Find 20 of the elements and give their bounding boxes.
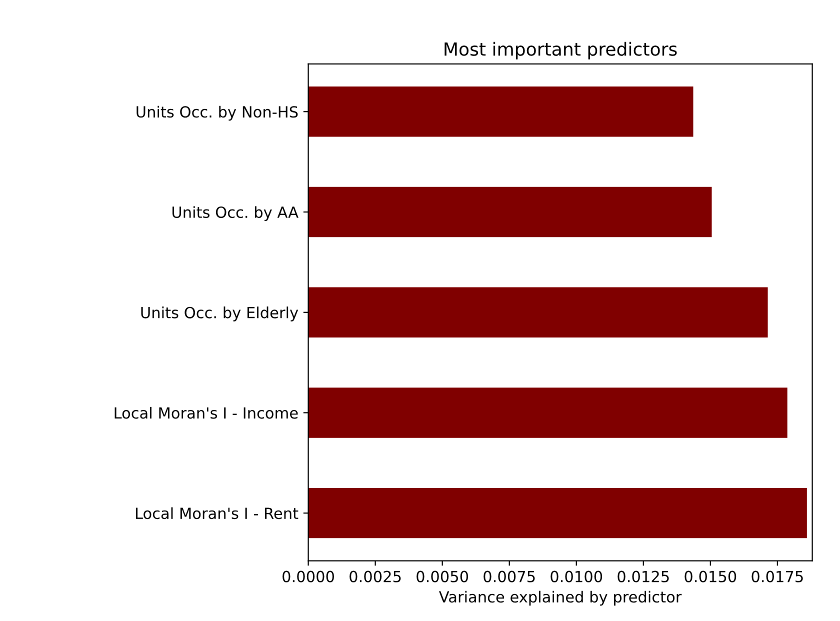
x-tick-label: 0.0150 (684, 570, 736, 582)
x-tick-label: 0.0000 (282, 570, 334, 582)
bar (308, 488, 807, 538)
bar (308, 287, 768, 338)
x-axis-title: Variance explained by predictor (438, 590, 682, 606)
chart-title: Most important predictors (444, 42, 677, 60)
y-tick-label: Local Moran's I - Income (114, 406, 298, 419)
x-tick-label: 0.0125 (618, 570, 669, 582)
x-tick-label: 0.0100 (550, 570, 602, 582)
x-tick-label: 0.0175 (752, 570, 803, 582)
x-tick-label: 0.0075 (484, 570, 535, 582)
bar (308, 186, 712, 238)
x-tick-label: 0.0050 (416, 570, 468, 582)
y-tick-label: Units Occ. by Elderly (141, 306, 298, 322)
bar (308, 388, 788, 438)
y-tick-label: Units Occ. by Non-HS (136, 106, 298, 121)
x-tick-label: 0.0025 (350, 570, 401, 582)
y-tick-label: Units Occ. by AA (172, 206, 298, 221)
y-tick-label: Local Moran's I - Rent (136, 507, 298, 520)
bar (308, 86, 694, 137)
